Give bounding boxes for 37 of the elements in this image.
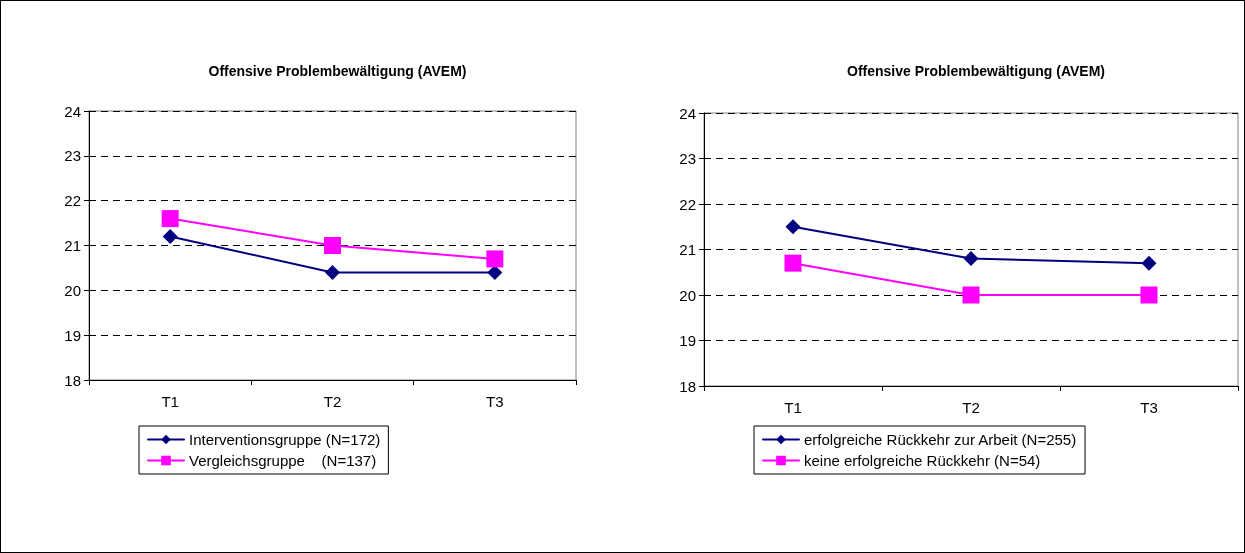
y-tick-label: 24 [64, 102, 81, 120]
point [161, 210, 179, 228]
point [486, 250, 504, 268]
x-tick-label: T3 [486, 393, 504, 410]
x-tick-label: T1 [161, 393, 179, 410]
y-tick-label: 18 [679, 377, 696, 395]
y-tick-label: 23 [64, 147, 81, 165]
point [1140, 286, 1158, 304]
point [963, 251, 979, 267]
x-tick-label: T2 [962, 399, 980, 416]
y-tick-label: 22 [679, 195, 696, 213]
y-tick-label: 21 [679, 241, 696, 258]
y-tick-label: 23 [679, 150, 696, 167]
chart-title: Offensive Problembewältigung (AVEM) [847, 63, 1105, 79]
x-tick-label: T3 [1140, 399, 1158, 416]
point [962, 286, 980, 304]
y-tick-label: 22 [64, 192, 81, 210]
legend-label: Interventionsgruppe (N=172) [189, 431, 381, 448]
y-tick-label: 19 [64, 326, 81, 344]
legend-label: keine erfolgreiche Rückkehr (N=54) [804, 452, 1041, 469]
point [784, 254, 802, 272]
x-tick-label: T2 [323, 393, 342, 410]
y-tick-label: 19 [679, 332, 696, 349]
y-tick-label: 18 [64, 371, 81, 389]
y-tick-label: 24 [679, 104, 696, 122]
point [325, 264, 340, 280]
y-tick-label: 20 [679, 286, 696, 304]
point [785, 219, 801, 235]
legend-label: erfolgreiche Rückkehr zur Arbeit (N=255) [804, 431, 1077, 448]
legend-label: Vergleichsgruppe (N=137) [189, 452, 377, 469]
point [324, 237, 341, 254]
y-tick-label: 21 [64, 237, 81, 254]
point [162, 229, 178, 245]
point [1141, 255, 1157, 271]
y-tick-label: 20 [64, 281, 81, 299]
chart-title: Offensive Problembewältigung (AVEM) [208, 63, 467, 79]
x-tick-label: T1 [784, 399, 802, 416]
